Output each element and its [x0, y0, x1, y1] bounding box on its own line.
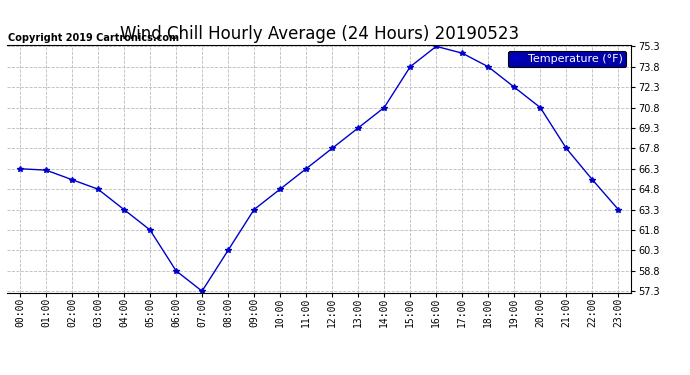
Legend: Temperature (°F): Temperature (°F) — [508, 51, 626, 67]
Title: Wind Chill Hourly Average (24 Hours) 20190523: Wind Chill Hourly Average (24 Hours) 201… — [119, 26, 519, 44]
Text: Copyright 2019 Cartronics.com: Copyright 2019 Cartronics.com — [8, 33, 179, 42]
